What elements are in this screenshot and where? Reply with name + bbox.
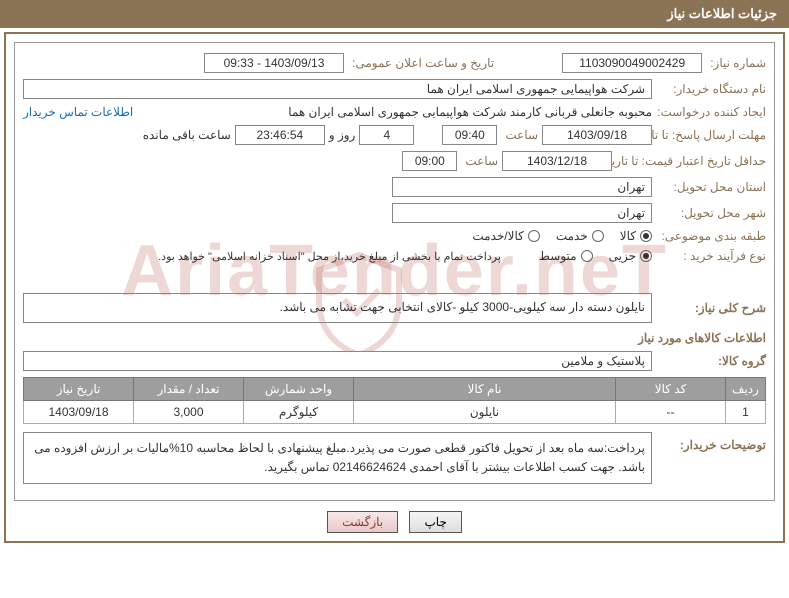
print-button[interactable]: چاپ [409,511,461,533]
province-value: تهران [392,177,652,197]
validity-time: 09:00 [402,151,457,171]
outer-frame: شماره نیاز: 1103090049002429 تاریخ و ساع… [4,32,785,543]
category-radio-group: کالا خدمت کالا/خدمت [472,229,652,243]
need-number-label: شماره نیاز: [706,56,766,70]
need-desc-label: شرح کلی نیاز: [656,301,766,315]
category-label: طبقه بندی موضوعی: [656,229,766,243]
radio-medium-label: متوسط [539,249,577,263]
requester-label: ایجاد کننده درخواست: [656,105,766,119]
radio-service-label: خدمت [556,229,588,243]
buyer-notes-label: توضیحات خریدار: [656,432,766,452]
goods-group-value: پلاستیک و ملامین [23,351,652,371]
table-header: کد کالا [616,378,726,401]
buyer-org-value: شرکت هواپیمایی جمهوری اسلامی ایران هما [23,79,652,99]
buyer-contact-link[interactable]: اطلاعات تماس خریدار [23,105,133,119]
reply-deadline-label: مهلت ارسال پاسخ: تا تاریخ: [656,128,766,142]
requester-value: محبوبه جانعلی قربانی کارمند شرکت هواپیما… [288,105,652,119]
table-cell: کیلوگرم [244,401,354,424]
buyer-org-label: نام دستگاه خریدار: [656,82,766,96]
table-header: نام کالا [354,378,616,401]
reply-date: 1403/09/18 [542,125,652,145]
table-cell: 1403/09/18 [24,401,134,424]
process-label: نوع فرآیند خرید : [656,249,766,263]
table-header: تاریخ نیاز [24,378,134,401]
table-cell: 1 [726,401,766,424]
table-cell: -- [616,401,726,424]
announce-value: 1403/09/13 - 09:33 [204,53,344,73]
back-button[interactable]: بازگشت [327,511,398,533]
validity-label: حداقل تاریخ اعتبار قیمت: تا تاریخ: [616,154,766,168]
province-label: استان محل تحویل: [656,180,766,194]
goods-group-label: گروه کالا: [656,354,766,368]
remaining-label: ساعت باقی مانده [143,128,231,142]
radio-small[interactable] [640,250,652,262]
table-cell: نایلون [354,401,616,424]
table-row: 1--نایلونکیلوگرم3,0001403/09/18 [24,401,766,424]
announce-label: تاریخ و ساعت اعلان عمومی: [348,56,494,70]
payment-note: پرداخت تمام یا بخشی از مبلغ خرید،از محل … [158,250,501,263]
radio-both[interactable] [528,230,540,242]
validity-date: 1403/12/18 [502,151,612,171]
days-and-label: روز و [329,128,356,142]
need-desc-value: نایلون دسته دار سه کیلویی-3000 کیلو -کال… [23,293,652,323]
table-cell: 3,000 [134,401,244,424]
reply-time: 09:40 [442,125,497,145]
city-value: تهران [392,203,652,223]
radio-both-label: کالا/خدمت [472,229,523,243]
radio-medium[interactable] [581,250,593,262]
radio-goods[interactable] [640,230,652,242]
radio-service[interactable] [592,230,604,242]
need-number-value: 1103090049002429 [562,53,702,73]
radio-goods-label: کالا [620,229,636,243]
countdown: 23:46:54 [235,125,325,145]
goods-table: ردیفکد کالانام کالاواحد شمارشتعداد / مقد… [23,377,766,424]
table-header: ردیف [726,378,766,401]
city-label: شهر محل تحویل: [656,206,766,220]
table-header: واحد شمارش [244,378,354,401]
buyer-notes-value: پرداخت:سه ماه بعد از تحویل فاکتور قطعی ص… [23,432,652,484]
radio-small-label: جزیی [609,249,636,263]
table-header: تعداد / مقدار [134,378,244,401]
page-header: جزئیات اطلاعات نیاز [0,0,789,28]
goods-info-label: اطلاعات کالاهای مورد نیاز [23,331,766,345]
days-count: 4 [359,125,414,145]
process-radio-group: جزیی متوسط [539,249,652,263]
time-label-1: ساعت [501,128,538,142]
inner-frame: شماره نیاز: 1103090049002429 تاریخ و ساع… [14,42,775,501]
time-label-2: ساعت [461,154,498,168]
